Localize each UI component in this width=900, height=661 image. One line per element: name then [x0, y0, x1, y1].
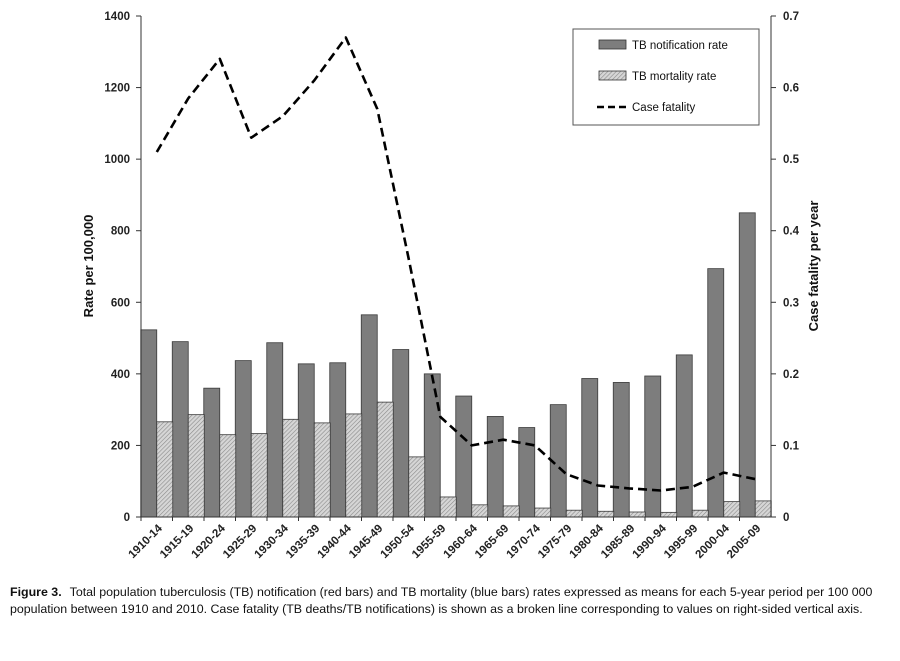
- mortality-bar: [282, 418, 300, 518]
- left-tick-label: 200: [111, 440, 130, 452]
- mortality-bar: [565, 509, 583, 518]
- right-tick-label: 0.1: [783, 440, 800, 452]
- notification-bar: [455, 395, 473, 518]
- legend-label-mortality: TB mortality rate: [632, 71, 716, 83]
- figure-label: Figure 3.: [10, 585, 62, 599]
- notification-bar: [738, 212, 756, 518]
- x-tick-label: 2005-09: [725, 523, 763, 561]
- right-tick-label: 0.3: [783, 297, 799, 309]
- mortality-bar: [250, 433, 268, 518]
- notification-bar: [360, 314, 378, 518]
- notification-bar: [140, 329, 158, 518]
- mortality-bar: [534, 507, 552, 518]
- right-tick-label: 0.5: [783, 154, 800, 166]
- notification-bar: [612, 382, 630, 518]
- mortality-bar: [219, 434, 237, 518]
- notification-bar: [675, 354, 693, 518]
- notification-bar: [644, 375, 662, 518]
- mortality-bar: [156, 421, 174, 518]
- x-tick-label: 1915-19: [158, 523, 196, 561]
- left-tick-label: 0: [124, 512, 130, 524]
- case-fatality-line: [155, 36, 756, 492]
- case-fatality-line-layer: [155, 36, 756, 492]
- x-tick-label: 1935-39: [284, 523, 322, 561]
- legend-swatch-mortality: [598, 70, 627, 81]
- notification-bar: [297, 363, 315, 518]
- x-tick-label: 1995-99: [662, 523, 700, 561]
- left-tick-label: 600: [111, 297, 130, 309]
- legend-label-notification: TB notification rate: [632, 40, 728, 52]
- right-tick-label: 0: [783, 512, 789, 524]
- right-axis-ticks: 0 0.1 0.2 0.3 0.4 0.5 0.6 0.7: [771, 11, 800, 524]
- legend-swatch-notification: [598, 39, 627, 50]
- notification-bar: [486, 416, 504, 518]
- notification-bar: [518, 427, 536, 518]
- mortality-bar: [691, 509, 709, 518]
- left-axis-ticks: 0 200 400 600 800 1000 1200 1400: [104, 11, 141, 524]
- left-tick-label: 400: [111, 369, 130, 381]
- mortality-bar: [408, 456, 426, 518]
- notification-bar: [171, 341, 189, 518]
- x-tick-label: 1925-29: [221, 523, 259, 561]
- right-tick-label: 0.7: [783, 11, 799, 23]
- mortality-bar: [502, 505, 520, 518]
- mortality-bar: [660, 511, 678, 518]
- mortality-bar: [345, 413, 363, 518]
- x-tick-label: 1945-49: [347, 523, 385, 561]
- legend-label-case-fatality: Case fatality: [632, 102, 696, 114]
- left-tick-label: 1200: [104, 83, 130, 95]
- x-tick-label: 1955-59: [410, 523, 448, 561]
- mortality-bar: [187, 414, 205, 518]
- figure-caption-text: Total population tuberculosis (TB) notif…: [10, 585, 873, 616]
- mortality-bar: [471, 504, 489, 518]
- right-tick-label: 0.4: [783, 226, 800, 238]
- figure-caption: Figure 3. Total population tuberculosis (…: [10, 584, 894, 618]
- notification-bar: [329, 362, 347, 518]
- notification-bar: [203, 387, 221, 518]
- notification-bar: [392, 349, 410, 518]
- mortality-bar: [723, 501, 741, 518]
- mortality-bar: [376, 401, 394, 518]
- notification-bar: [423, 373, 441, 518]
- mortality-bars: [156, 401, 772, 518]
- mortality-bar: [628, 511, 646, 518]
- left-tick-label: 800: [111, 226, 130, 238]
- mortality-bar: [439, 496, 457, 518]
- x-axis-ticks: 1910-141915-191920-241925-291930-341935-…: [127, 517, 763, 561]
- x-tick-label: 1975-79: [536, 523, 574, 561]
- right-tick-label: 0.2: [783, 369, 799, 381]
- x-tick-label: 1985-89: [599, 523, 637, 561]
- left-tick-label: 1400: [104, 11, 130, 23]
- notification-bar: [266, 342, 284, 518]
- right-tick-label: 0.6: [783, 83, 799, 95]
- legend: TB notification rate TB mortality rate C…: [572, 28, 760, 126]
- mortality-bar: [754, 500, 772, 518]
- left-tick-label: 1000: [104, 154, 130, 166]
- notification-bar: [234, 360, 252, 518]
- y-axis-title: Rate per 100,000: [81, 215, 96, 318]
- mortality-bar: [313, 422, 331, 518]
- x-tick-label: 1965-69: [473, 523, 511, 561]
- notification-bar: [581, 378, 599, 518]
- y2-axis-title: Case fatality per year: [806, 201, 821, 332]
- mortality-bar: [597, 510, 615, 518]
